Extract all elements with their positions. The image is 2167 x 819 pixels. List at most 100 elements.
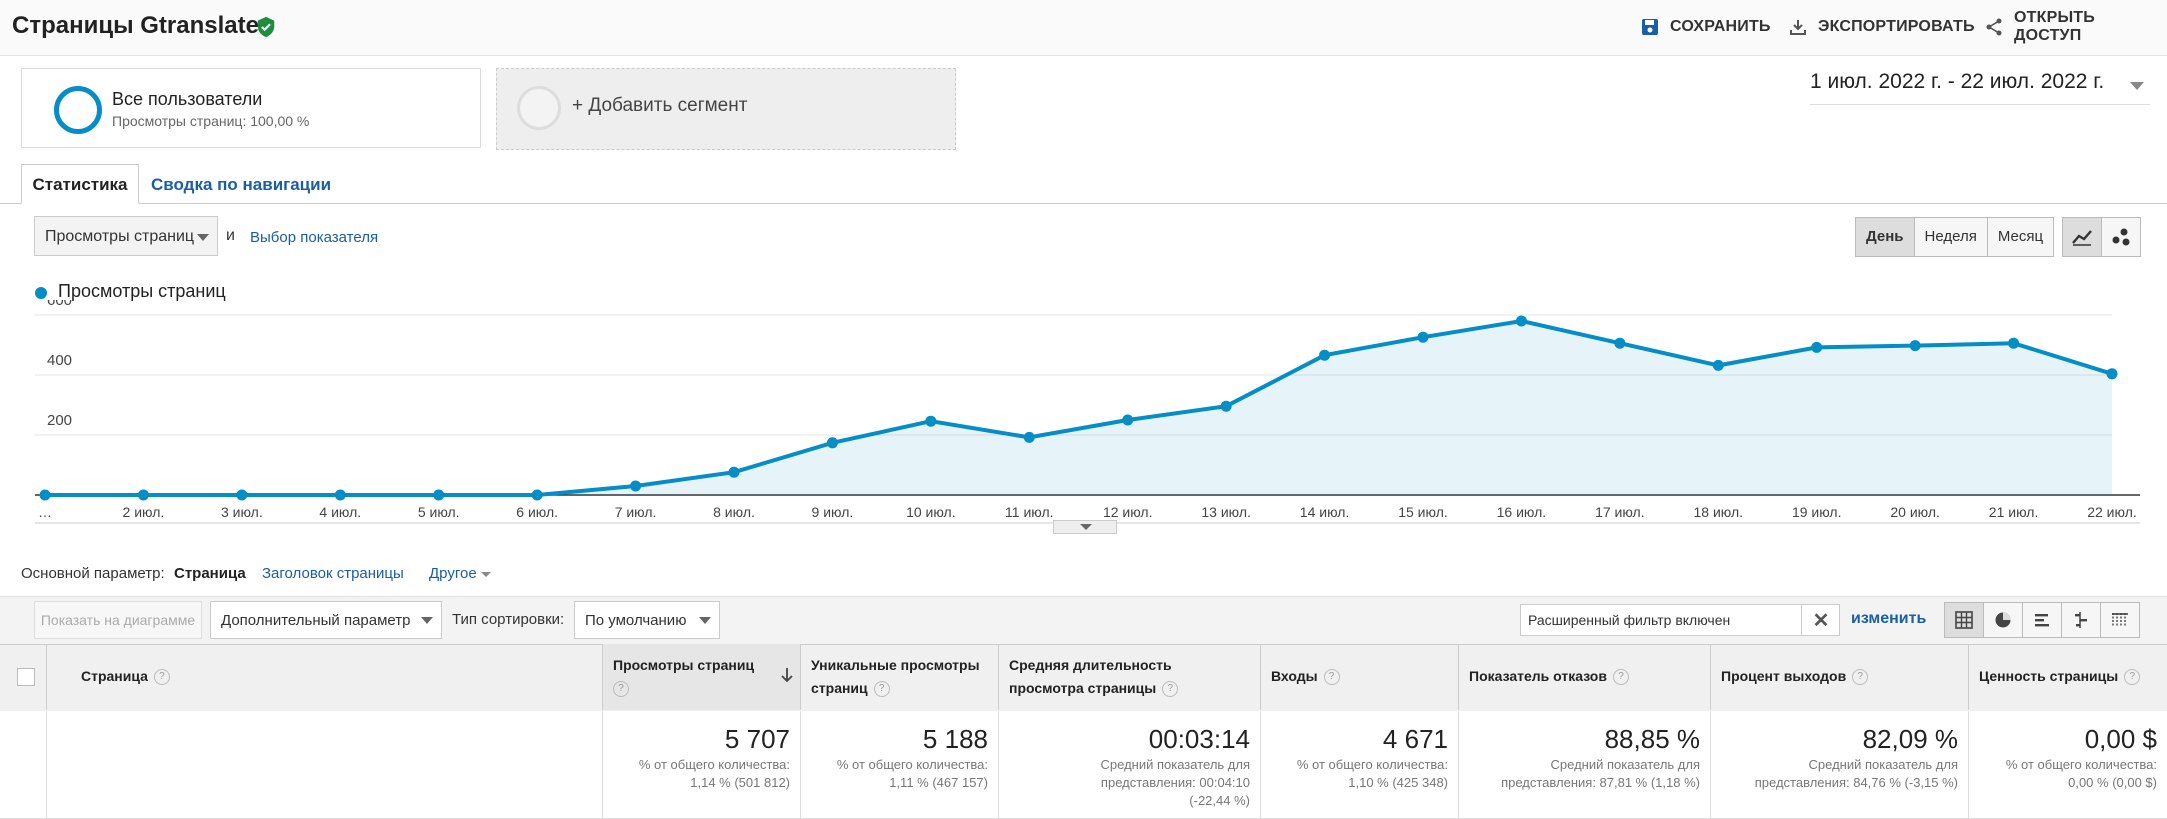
view-pie-button[interactable] xyxy=(1984,603,2023,637)
report-header xyxy=(0,0,2167,56)
metric-dropdown[interactable]: Просмотры страниц xyxy=(34,216,218,256)
totals-exit: 82,09 % Средний показатель для представл… xyxy=(1710,711,1968,818)
col-entrances[interactable]: Входы? xyxy=(1260,644,1458,710)
col-exit-rate[interactable]: Процент выходов? xyxy=(1710,644,1968,710)
totals-value-line1: % от общего количества: xyxy=(2005,757,2157,772)
col-bounce-rate[interactable]: Показатель отказов? xyxy=(1458,644,1710,710)
data-point xyxy=(630,480,642,492)
clear-filter-close-icon[interactable]: ✕ xyxy=(1801,605,1840,635)
view-pivot-button[interactable] xyxy=(2101,603,2139,637)
primary-dimension-label: Основной параметр: xyxy=(21,565,165,582)
bar-list-icon xyxy=(2035,614,2049,627)
chevron-down-icon xyxy=(2130,82,2144,90)
totals-bounce-line2: представления: 87,81 % (1,18 %) xyxy=(1501,775,1700,790)
totals-unique-value: 5 188 xyxy=(922,724,988,754)
col-page[interactable]: Страница? xyxy=(46,644,602,710)
data-point xyxy=(1811,341,1823,353)
segment-sub: Просмотры страниц: 100,00 % xyxy=(112,113,310,129)
help-icon[interactable]: ? xyxy=(1852,669,1869,686)
dimension-page-title[interactable]: Заголовок страницы xyxy=(262,565,404,582)
share-button[interactable]: ОТКРЫТЬ ДОСТУП xyxy=(1984,9,2167,44)
secondary-dimension-dropdown[interactable]: Дополнительный параметр xyxy=(210,601,442,639)
data-point xyxy=(2106,368,2118,380)
col-page-value[interactable]: Ценность страницы? xyxy=(1968,644,2167,710)
tab-navigation-summary[interactable]: Сводка по навигации xyxy=(151,175,332,194)
advanced-filter-field[interactable]: Расширенный фильтр включен xyxy=(1520,604,1840,636)
col-bounce-rate-label: Показатель отказов xyxy=(1469,668,1607,684)
col-avg-time[interactable]: Средняя длительность просмотра страницы? xyxy=(998,644,1260,710)
period-day-button[interactable]: День xyxy=(1856,218,1915,256)
data-point xyxy=(1515,315,1527,327)
line-chart-button[interactable] xyxy=(2063,218,2102,256)
advanced-filter-text: Расширенный фильтр включен xyxy=(1528,612,1731,628)
col-page-value-label: Ценность страницы xyxy=(1979,668,2119,684)
help-icon[interactable]: ? xyxy=(1612,669,1629,686)
y-tick-label: 200 xyxy=(47,412,72,429)
line-chart-icon xyxy=(2072,230,2092,246)
export-button[interactable]: ЭКСПОРТИРОВАТЬ xyxy=(1788,14,1975,40)
help-icon[interactable]: ? xyxy=(613,681,629,698)
sort-arrow-down-icon xyxy=(781,668,793,683)
totals-bounce-value: 88,85 % xyxy=(1604,724,1700,754)
totals-exit-line1: Средний показатель для xyxy=(1808,757,1958,772)
chart-collapse-handle[interactable] xyxy=(1053,520,1117,534)
data-point xyxy=(2008,337,2020,349)
chart-type-switcher xyxy=(2062,217,2141,257)
x-tick-label: 5 июл. xyxy=(418,504,460,520)
totals-bounce: 88,85 % Средний показатель для представл… xyxy=(1458,711,1710,818)
series-line xyxy=(45,318,2113,497)
help-icon[interactable]: ? xyxy=(1162,681,1179,698)
plot-rows-button[interactable]: Показать на диаграмме xyxy=(34,601,202,639)
view-performance-button[interactable] xyxy=(2023,603,2062,637)
caret-down-icon xyxy=(481,572,491,577)
x-tick-label: 2 июл. xyxy=(123,504,165,520)
totals-unique: 5 188 % от общего количества: 1,11 % (46… xyxy=(800,711,998,818)
y-tick-label: 600 xyxy=(47,300,72,309)
totals-avg-time-line3: (-22,44 %) xyxy=(1189,793,1250,808)
x-tick-label: 15 июл. xyxy=(1398,504,1448,520)
col-unique-pageviews[interactable]: Уникальные просмотры страниц? xyxy=(800,644,998,710)
x-tick-label: 9 июл. xyxy=(812,504,854,520)
x-tick-label: 10 июл. xyxy=(906,504,956,520)
tab-statistics[interactable]: Статистика xyxy=(21,164,139,204)
col-pageviews[interactable]: Просмотры страниц? xyxy=(602,644,800,710)
period-month-button[interactable]: Месяц xyxy=(1987,218,2054,256)
legend-pageviews-label: Просмотры страниц xyxy=(58,281,226,301)
select-all-checkbox[interactable] xyxy=(17,668,35,686)
help-icon[interactable]: ? xyxy=(153,669,170,686)
x-tick-label: 3 июл. xyxy=(221,504,263,520)
view-comparison-button[interactable] xyxy=(2062,603,2101,637)
data-point xyxy=(1122,414,1134,426)
segment-all-users[interactable]: Все пользователи Просмотры страниц: 100,… xyxy=(21,68,481,148)
edit-filter-link[interactable]: изменить xyxy=(1851,610,1927,627)
export-label: ЭКСПОРТИРОВАТЬ xyxy=(1818,18,1975,35)
verified-shield-icon xyxy=(257,16,275,38)
add-segment-button[interactable]: + Добавить сегмент xyxy=(496,68,956,150)
page-title: Страницы Gtranslate xyxy=(12,12,259,39)
data-point xyxy=(236,489,248,501)
view-table-button[interactable] xyxy=(1945,603,1984,637)
data-point xyxy=(1319,349,1331,361)
period-week-button[interactable]: Неделя xyxy=(1914,218,1988,256)
select-metric-link[interactable]: Выбор показателя xyxy=(250,229,379,246)
data-point xyxy=(1220,400,1232,412)
save-icon xyxy=(1642,19,1658,35)
save-button[interactable]: СОХРАНИТЬ xyxy=(1640,14,1771,40)
totals-avg-time: 00:03:14 Средний показатель для представ… xyxy=(998,711,1260,818)
sort-type-dropdown[interactable]: По умолчанию xyxy=(574,601,720,639)
help-icon[interactable]: ? xyxy=(2124,669,2141,686)
data-point xyxy=(1909,340,1921,352)
pageviews-chart: 200 400 600 … 2 июл. 3 июл. 4 июл. 5 июл. 6 июл.… xyxy=(35,300,2140,524)
totals-value-line2: 0,00 % (0,00 $) xyxy=(2068,775,2157,790)
dimension-page[interactable]: Страница xyxy=(174,565,246,582)
date-range-picker[interactable]: 1 июл. 2022 г. - 22 июл. 2022 г. xyxy=(1810,70,2150,105)
motion-chart-button[interactable] xyxy=(2102,218,2140,256)
caret-down-icon xyxy=(1080,524,1092,530)
totals-entrances-value: 4 671 xyxy=(1382,724,1448,754)
help-icon[interactable]: ? xyxy=(1323,669,1340,686)
help-icon[interactable]: ? xyxy=(873,681,890,698)
dimension-other[interactable]: Другое xyxy=(429,565,477,582)
x-tick-label: 21 июл. xyxy=(1989,504,2039,520)
data-point xyxy=(433,489,445,501)
pie-chart-icon xyxy=(1995,612,2011,628)
